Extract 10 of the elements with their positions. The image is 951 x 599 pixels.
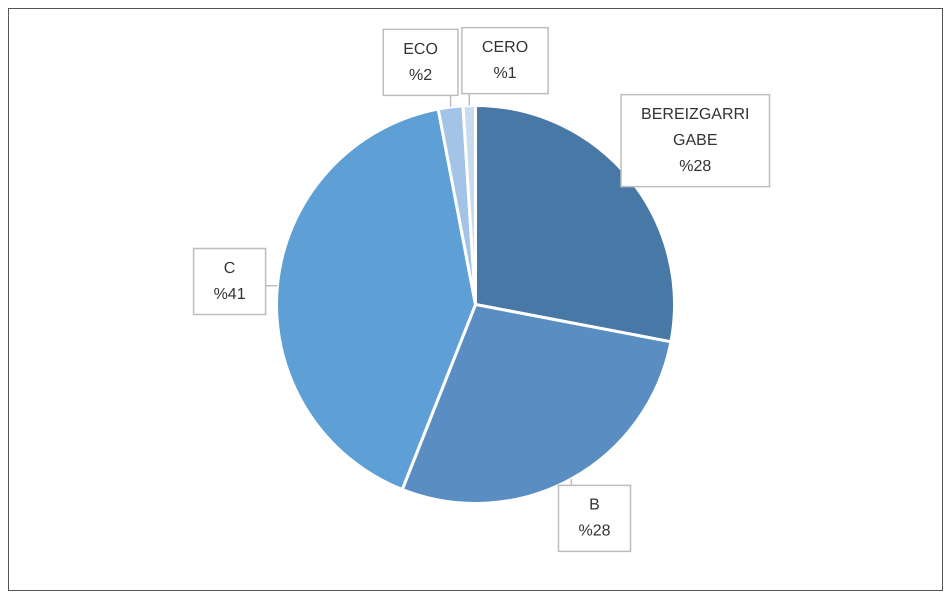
data-label: %1 (493, 65, 517, 82)
data-label: %28 (578, 522, 611, 540)
slice-label: CERO (482, 39, 528, 56)
slice-label: B (589, 496, 600, 514)
data-label: %28 (679, 158, 712, 176)
slice-label: C (224, 260, 236, 277)
slice-label: BEREIZGARRI GABE (641, 106, 750, 150)
data-label: %41 (214, 286, 246, 303)
data-label: %2 (409, 66, 432, 84)
slice-label: ECO (403, 40, 438, 58)
